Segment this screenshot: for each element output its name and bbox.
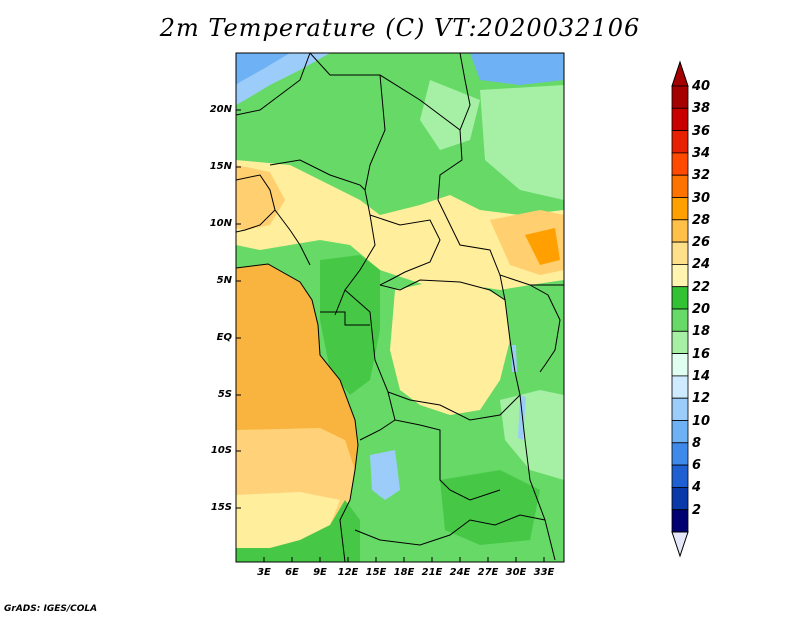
congo-warm-region: [390, 280, 510, 415]
hot-spot-e: [525, 228, 560, 265]
warm-region-w: [236, 165, 285, 230]
lat-label-10n: 10N: [209, 218, 232, 229]
colorbar-swatch: [671, 442, 689, 466]
lat-label-eq: EQ: [216, 332, 232, 343]
colorbar-swatch: [671, 107, 689, 132]
green-region-s: [440, 470, 540, 545]
colorbar: [671, 60, 689, 558]
colorbar-label: 14: [692, 368, 711, 384]
colorbar-swatch: [671, 486, 689, 511]
lon-label-18e: 18E: [393, 567, 415, 578]
colorbar-swatch: [671, 397, 689, 421]
colorbar-label: 34: [692, 145, 711, 161]
colorbar-swatch: [671, 330, 689, 354]
map-plot-area: [236, 53, 564, 562]
colorbar-label: 32: [692, 168, 711, 184]
colorbar-swatch: [671, 219, 689, 243]
lon-label-27e: 27E: [477, 567, 499, 578]
colorbar-swatch: [671, 420, 689, 444]
lat-label-5n: 5N: [216, 275, 232, 286]
colorbar-label: 22: [692, 279, 711, 295]
colorbar-swatch: [671, 375, 689, 399]
colorbar-label: 4: [692, 480, 702, 496]
colorbar-label: 10: [692, 413, 711, 429]
lat-label-15s: 15S: [210, 502, 232, 513]
colorbar-label: 18: [692, 324, 711, 340]
light-region-ne: [480, 85, 564, 200]
lon-label-6e: 6E: [285, 567, 299, 578]
colorbar-top-triangle: [671, 60, 689, 87]
land-south-coast: [236, 500, 360, 562]
cool-highland-s: [370, 450, 400, 500]
colorbar-swatch: [671, 353, 689, 377]
colorbar-swatch: [671, 464, 689, 488]
lake-kivu-area: [511, 345, 517, 372]
colorbar-label: 28: [692, 212, 711, 228]
lon-label-21e: 21E: [421, 567, 443, 578]
colorbar-swatch: [671, 174, 689, 198]
colorbar-bottom-triangle: [671, 531, 689, 558]
colorbar-label: 12: [692, 391, 711, 407]
lon-label-24e: 24E: [449, 567, 471, 578]
lat-label-15n: 15N: [209, 161, 232, 172]
cool-region-ne: [470, 53, 564, 85]
colorbar-swatch: [671, 241, 689, 265]
colorbar-label: 38: [692, 101, 711, 117]
lon-label-15e: 15E: [365, 567, 387, 578]
lon-label-33e: 33E: [533, 567, 555, 578]
colorbar-label: 16: [692, 346, 711, 362]
colorbar-swatch: [671, 152, 689, 176]
light-region-se: [500, 390, 564, 480]
colorbar-label: 2: [692, 502, 702, 518]
grads-credit: GrADS: IGES/COLA: [4, 604, 98, 614]
colorbar-swatch: [671, 308, 689, 332]
lon-label-12e: 12E: [337, 567, 359, 578]
lon-label-3e: 3E: [257, 567, 271, 578]
colorbar-swatch: [671, 130, 689, 154]
colorbar-label: 36: [692, 123, 711, 139]
colorbar-label: 24: [692, 257, 711, 273]
lat-label-20n: 20N: [209, 104, 232, 115]
colorbar-label: 30: [692, 190, 711, 206]
lon-label-9e: 9E: [313, 567, 327, 578]
atlantic-ocean-far-south: [236, 492, 340, 548]
colorbar-swatch: [671, 85, 689, 109]
cool-region-nw-inner: [236, 53, 290, 85]
colorbar-label: 20: [692, 302, 711, 317]
colorbar-label: 6: [692, 458, 702, 474]
colorbar-label: 40: [692, 79, 711, 94]
colorbar-swatch: [671, 286, 689, 310]
axis-ticks: [236, 109, 545, 562]
country-borders: [236, 53, 564, 562]
lon-label-30e: 30E: [505, 567, 527, 578]
map-title: 2m Temperature (C) VT:2020032106: [159, 14, 641, 42]
lat-label-10s: 10S: [210, 445, 232, 456]
colorbar-swatch: [671, 197, 689, 221]
plot-frame: [235, 52, 565, 563]
light-region-n: [420, 80, 480, 150]
colorbar-label: 26: [692, 235, 711, 251]
colorbar-label: 8: [692, 435, 702, 451]
colorbar-swatch: [671, 509, 689, 533]
lat-label-5s: 5S: [217, 389, 232, 400]
colorbar-swatch: [671, 263, 689, 288]
